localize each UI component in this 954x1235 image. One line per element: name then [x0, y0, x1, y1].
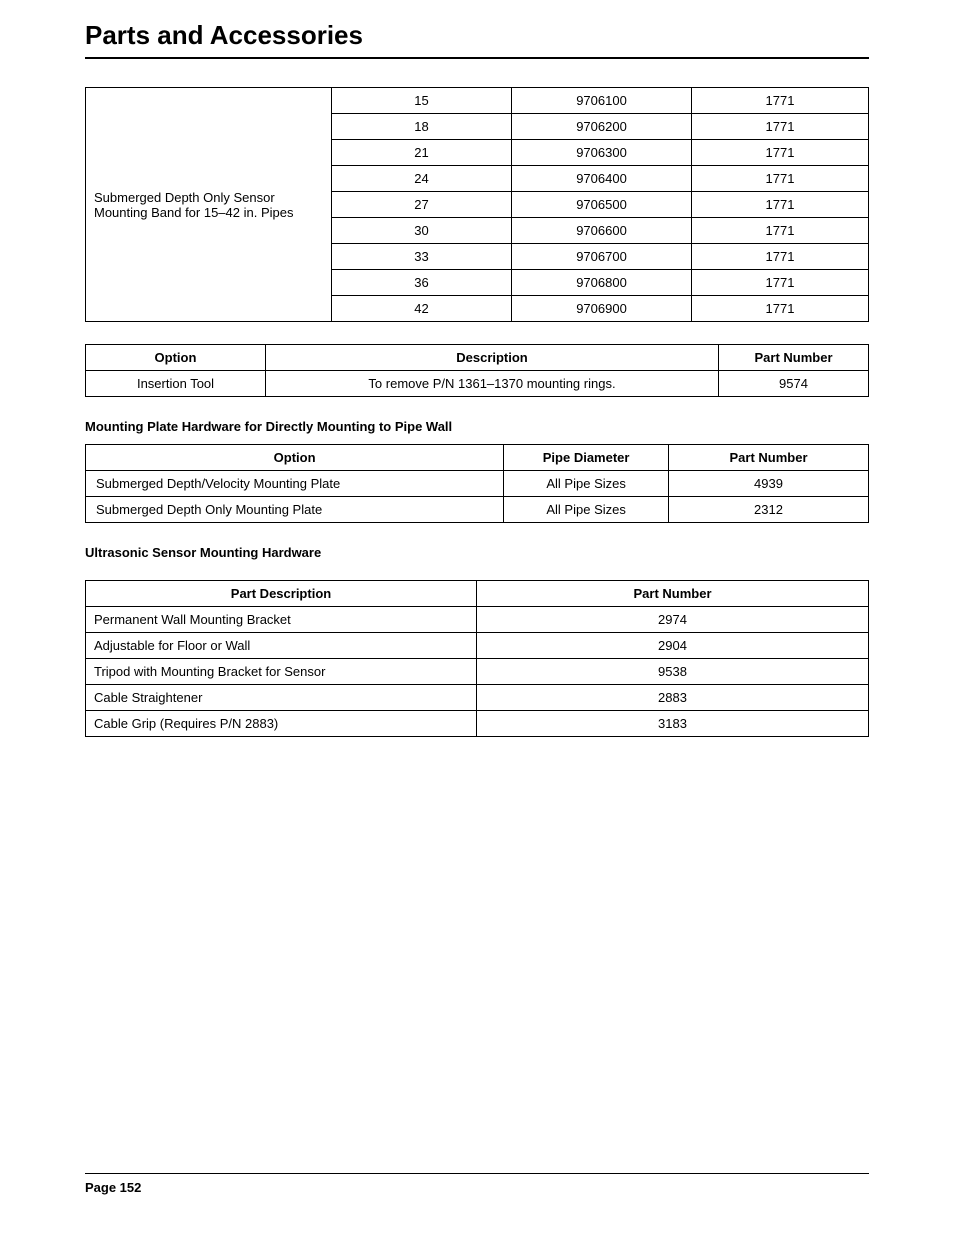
mounting-band-table: Submerged Depth Only Sensor Mounting Ban… — [85, 87, 869, 322]
cell-extra: 1771 — [692, 270, 869, 296]
table-row: Tripod with Mounting Bracket for Sensor … — [86, 659, 869, 685]
cell-part-description: Permanent Wall Mounting Bracket — [86, 607, 477, 633]
cell-extra: 1771 — [692, 244, 869, 270]
cell-extra: 1771 — [692, 192, 869, 218]
mounting-band-label: Submerged Depth Only Sensor Mounting Ban… — [86, 88, 332, 322]
cell-part-description: Cable Straightener — [86, 685, 477, 711]
table-header-row: Option Pipe Diameter Part Number — [86, 445, 869, 471]
cell-part-number: 2883 — [477, 685, 869, 711]
cell-part-number: 2974 — [477, 607, 869, 633]
cell-part-number: 4939 — [669, 471, 869, 497]
page-title: Parts and Accessories — [85, 20, 869, 51]
cell-extra: 1771 — [692, 218, 869, 244]
cell-part: 9706500 — [512, 192, 692, 218]
cell-size: 24 — [332, 166, 512, 192]
col-option: Option — [86, 445, 504, 471]
cell-option: Submerged Depth Only Mounting Plate — [86, 497, 504, 523]
page-footer: Page 152 — [85, 1173, 869, 1195]
cell-part-number: 3183 — [477, 711, 869, 737]
cell-extra: 1771 — [692, 88, 869, 114]
cell-size: 27 — [332, 192, 512, 218]
cell-part: 9706100 — [512, 88, 692, 114]
cell-part-number: 2312 — [669, 497, 869, 523]
table-row: Insertion Tool To remove P/N 1361–1370 m… — [86, 371, 869, 397]
title-rule — [85, 57, 869, 59]
footer-rule — [85, 1173, 869, 1174]
table-row: Submerged Depth Only Sensor Mounting Ban… — [86, 88, 869, 114]
cell-size: 21 — [332, 140, 512, 166]
table-header-row: Option Description Part Number — [86, 345, 869, 371]
cell-part-number: 9538 — [477, 659, 869, 685]
document-page: Parts and Accessories Submerged Depth On… — [0, 0, 954, 1235]
col-part-number: Part Number — [719, 345, 869, 371]
section-heading-ultrasonic: Ultrasonic Sensor Mounting Hardware — [85, 545, 869, 560]
cell-size: 15 — [332, 88, 512, 114]
table-row: Cable Grip (Requires P/N 2883) 3183 — [86, 711, 869, 737]
cell-size: 18 — [332, 114, 512, 140]
cell-description: To remove P/N 1361–1370 mounting rings. — [266, 371, 719, 397]
cell-size: 33 — [332, 244, 512, 270]
mounting-plate-table: Option Pipe Diameter Part Number Submerg… — [85, 444, 869, 523]
cell-part: 9706700 — [512, 244, 692, 270]
cell-part-description: Adjustable for Floor or Wall — [86, 633, 477, 659]
cell-part: 9706400 — [512, 166, 692, 192]
table-row: Submerged Depth Only Mounting Plate All … — [86, 497, 869, 523]
cell-part-description: Cable Grip (Requires P/N 2883) — [86, 711, 477, 737]
cell-part: 9706800 — [512, 270, 692, 296]
cell-extra: 1771 — [692, 114, 869, 140]
col-pipe-diameter: Pipe Diameter — [504, 445, 669, 471]
cell-extra: 1771 — [692, 296, 869, 322]
cell-size: 30 — [332, 218, 512, 244]
section-heading-mounting-plate: Mounting Plate Hardware for Directly Mou… — [85, 419, 869, 434]
cell-size: 42 — [332, 296, 512, 322]
col-description: Description — [266, 345, 719, 371]
ultrasonic-table: Part Description Part Number Permanent W… — [85, 580, 869, 737]
table-row: Permanent Wall Mounting Bracket 2974 — [86, 607, 869, 633]
cell-part: 9706200 — [512, 114, 692, 140]
cell-part: 9706600 — [512, 218, 692, 244]
cell-option: Insertion Tool — [86, 371, 266, 397]
col-part-number: Part Number — [477, 581, 869, 607]
cell-part-number: 9574 — [719, 371, 869, 397]
cell-size: 36 — [332, 270, 512, 296]
cell-part: 9706900 — [512, 296, 692, 322]
table-header-row: Part Description Part Number — [86, 581, 869, 607]
col-option: Option — [86, 345, 266, 371]
cell-part: 9706300 — [512, 140, 692, 166]
cell-extra: 1771 — [692, 166, 869, 192]
cell-pipe-diameter: All Pipe Sizes — [504, 471, 669, 497]
table-row: Cable Straightener 2883 — [86, 685, 869, 711]
cell-extra: 1771 — [692, 140, 869, 166]
cell-option: Submerged Depth/Velocity Mounting Plate — [86, 471, 504, 497]
cell-part-description: Tripod with Mounting Bracket for Sensor — [86, 659, 477, 685]
col-part-description: Part Description — [86, 581, 477, 607]
cell-part-number: 2904 — [477, 633, 869, 659]
table-row: Submerged Depth/Velocity Mounting Plate … — [86, 471, 869, 497]
cell-pipe-diameter: All Pipe Sizes — [504, 497, 669, 523]
page-number: Page 152 — [85, 1180, 869, 1195]
insertion-tool-table: Option Description Part Number Insertion… — [85, 344, 869, 397]
table-row: Adjustable for Floor or Wall 2904 — [86, 633, 869, 659]
col-part-number: Part Number — [669, 445, 869, 471]
